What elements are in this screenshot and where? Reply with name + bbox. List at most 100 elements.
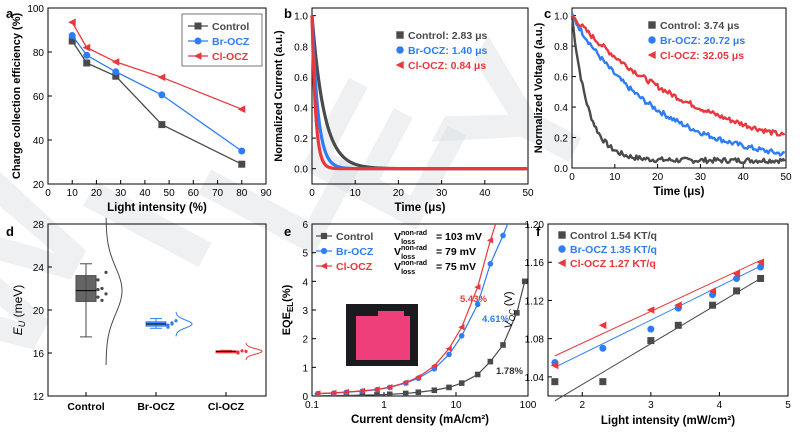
y-tick-label: 4: [302, 277, 308, 288]
plot-frame: [571, 7, 787, 169]
data-point: [674, 301, 682, 310]
x-tick-label: 10: [350, 188, 362, 199]
data-point: [599, 378, 607, 386]
legend-label: Control: [212, 21, 249, 33]
data-point: [487, 261, 494, 267]
panel-a: 0 10 20 30 40 50 60 70 80 90 20 40 60 80 100 Light inte…: [11, 4, 272, 214]
legend-label: Cl-OCZ: [336, 261, 373, 273]
x-tick-label: 80: [236, 188, 248, 199]
legend-vloss: Vnon-rad loss: [394, 260, 427, 276]
panel-letter-b: b: [284, 6, 292, 21]
legend-marker: [558, 231, 566, 239]
data-point: [599, 344, 607, 352]
data-point: [514, 310, 520, 316]
legend-label: Cl-OCZ: 0.84 μs: [408, 60, 486, 72]
legend-label: Control: 3.74 μs: [660, 20, 740, 32]
x-tick-label: 70: [212, 188, 224, 199]
data-point: [111, 58, 120, 66]
data-point: [674, 321, 682, 329]
data-point: [414, 373, 422, 381]
data-point: [83, 59, 91, 67]
x-tick-label: 20: [652, 172, 664, 183]
x-tick-label: 40: [139, 188, 151, 199]
data-point: [647, 325, 655, 333]
legend-marker: [193, 52, 202, 60]
fit-line: [554, 278, 761, 402]
pixel-emission: [356, 311, 410, 360]
data-point: [458, 324, 465, 331]
data-point: [238, 147, 246, 155]
data-point: [238, 160, 246, 168]
legend-vloss: Vnon-rad loss: [394, 245, 427, 261]
data-point: [598, 321, 607, 330]
panel-c: 0 10 20 30 40 50 0.0 0.2 0.4 0.6 0.8 1.0 Time (μs) No…: [533, 7, 792, 198]
data-point: [551, 378, 559, 386]
legend-label: Cl-OCZ: [212, 51, 249, 63]
data-point: [100, 298, 104, 302]
y-tick-label: 1: [302, 363, 308, 374]
y-tick-label: 1.12: [525, 296, 545, 307]
data-point: [330, 389, 337, 396]
data-point: [431, 387, 438, 394]
data-point: [446, 351, 452, 358]
y-tick-label: 16: [33, 349, 45, 360]
y-axis-label-unit: (meV): [11, 285, 25, 321]
legend-label: Br-OCZ: 20.72 μs: [660, 35, 745, 47]
data-point: [733, 287, 741, 295]
y-tick-label: 0.2: [554, 134, 568, 145]
data-point: [68, 32, 76, 39]
series-line: [571, 14, 786, 137]
data-point: [646, 306, 655, 314]
data-point: [446, 384, 452, 391]
data-point: [521, 278, 528, 285]
x-tick-label: 20: [91, 188, 103, 199]
data-point: [550, 361, 559, 370]
y-tick-label: 2: [302, 335, 308, 346]
x-tick-label: 60: [188, 188, 200, 199]
legend-marker: [194, 37, 202, 45]
y-tick-label: 24: [33, 263, 45, 274]
data-point: [500, 342, 506, 348]
legend-vloss-sup: non-rad: [401, 260, 427, 267]
x-tick-label: 30: [115, 188, 127, 199]
x-tick-label: 50: [164, 188, 176, 199]
y-tick-label: 3: [302, 306, 308, 317]
legend-marker: [648, 36, 656, 44]
panel-d: 12 16 20 24 28 EU (meV) Control Br-OCZ Cl-OCZ: [11, 217, 267, 413]
data-point: [430, 362, 438, 370]
y-tick-label: 0: [302, 392, 308, 403]
data-point: [100, 286, 104, 291]
density-curve: [245, 342, 263, 361]
x-tick-label: 3: [648, 400, 654, 411]
data-point: [501, 199, 506, 204]
data-point: [158, 121, 166, 129]
y-axis-label-subscript: EL: [286, 302, 295, 312]
data-point: [82, 43, 91, 52]
y-tick-label: 0.8: [554, 42, 568, 53]
data-point: [386, 391, 393, 396]
data-point: [373, 386, 380, 393]
legend-vloss-value: = 79 mV: [436, 246, 476, 258]
legend-vloss-sub: loss: [401, 269, 415, 276]
fit-line: [554, 265, 761, 368]
data-point: [458, 333, 465, 339]
legend-vloss-sup: non-rad: [401, 230, 427, 237]
x-tick-label: 50: [522, 188, 534, 199]
x-tick-label: 100: [520, 400, 537, 411]
x-tick-label: 1: [381, 400, 387, 411]
series-line: [317, 281, 526, 396]
data-point: [458, 380, 465, 386]
data-point: [96, 278, 100, 282]
x-tick-label: 10: [609, 172, 621, 183]
legend-marker: [320, 262, 328, 270]
data-point: [709, 301, 717, 309]
x-tick-label: 0: [45, 188, 51, 199]
y-tick-label: 1.0: [294, 12, 308, 23]
data-point: [486, 237, 494, 244]
data-point: [708, 287, 717, 295]
data-point: [374, 392, 380, 396]
series-line: [310, 15, 528, 171]
legend-marker: [395, 60, 404, 70]
y-tick-label: 60: [33, 92, 45, 103]
y-axis-label-unit: (%): [281, 284, 293, 301]
